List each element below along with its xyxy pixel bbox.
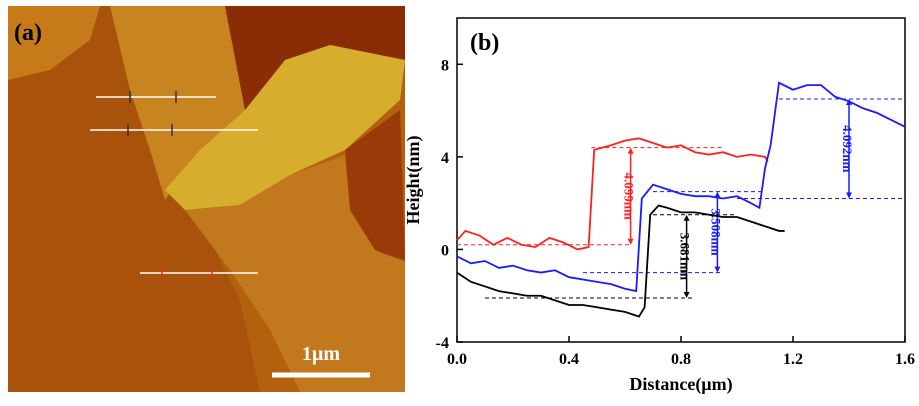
y-tick-label: 4 (441, 150, 449, 167)
panel-label: (b) (470, 30, 499, 56)
page: 1µm (a) (b) Distance(µm) Height(nm) 0.0 0… (0, 0, 919, 401)
chart: (b) Distance(µm) Height(nm) 0.0 0.4 0.8 1.2… (403, 18, 915, 395)
afm-image: 1µm (a) (8, 6, 405, 392)
y-tick-label: -4 (436, 335, 449, 352)
scale-bar-label: 1µm (302, 343, 341, 365)
y-tick-label: 8 (441, 57, 449, 74)
x-tick-label: 0.4 (559, 351, 579, 368)
x-tick-label: 0.8 (671, 351, 691, 368)
figure: 1µm (a) (b) Distance(µm) Height(nm) 0.0 0… (0, 0, 919, 401)
x-tick-label: 1.6 (895, 351, 915, 368)
panel-label: (a) (14, 20, 42, 46)
x-axis-label: Distance(µm) (629, 374, 732, 395)
x-tick-label: 1.2 (783, 351, 803, 368)
annotation-label: 4.099nm (622, 173, 637, 220)
annotation-label: 3.681nm (678, 233, 693, 280)
x-tick-label: 0.0 (447, 351, 467, 368)
y-axis-label: Height(nm) (403, 136, 424, 225)
y-tick-label: 0 (441, 242, 449, 259)
plot-frame (457, 18, 905, 342)
annotation-label: 4.092nm (840, 125, 855, 172)
